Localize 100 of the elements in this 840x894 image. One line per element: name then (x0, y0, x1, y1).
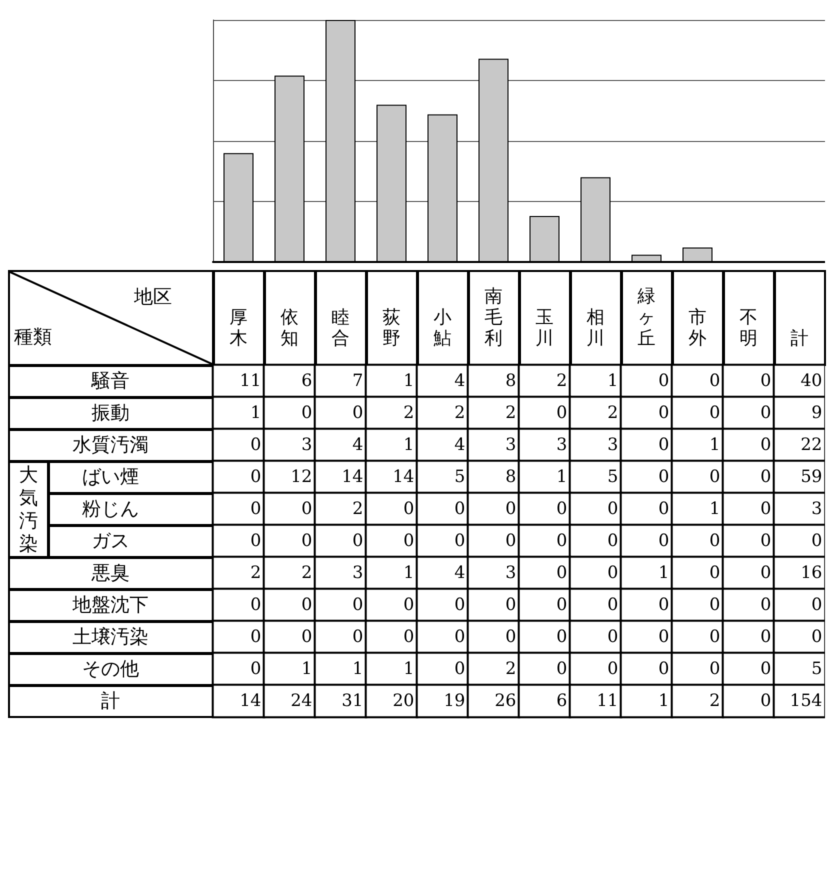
data-label: 2 (709, 691, 720, 711)
x-tick-label: 玉川 (536, 307, 554, 349)
y-tick-label: 土壌汚染 (72, 626, 148, 648)
data-label: 3 (811, 499, 822, 519)
data-label: 0 (658, 435, 670, 455)
data-label: 4 (352, 435, 364, 455)
data-label: 0 (250, 499, 262, 519)
data-label: 0 (658, 595, 670, 615)
data-label: 1 (403, 659, 414, 679)
data-label: 1 (250, 403, 262, 423)
data-label: 1 (556, 467, 568, 487)
data-label: 24 (290, 691, 312, 711)
data-label: 0 (250, 531, 262, 551)
y-tick-label: 計 (101, 690, 120, 712)
data-label: 12 (290, 467, 312, 487)
y-tick-label: ガス (92, 530, 130, 552)
data-label: 0 (760, 563, 772, 583)
data-label: 0 (505, 531, 516, 551)
data-label: 0 (607, 563, 618, 583)
data-label: 2 (403, 403, 414, 423)
data-label: 1 (709, 435, 720, 455)
data-label: 0 (709, 467, 720, 487)
data-label: 0 (658, 371, 670, 391)
data-label: 3 (607, 435, 618, 455)
data-label: 26 (494, 691, 516, 711)
data-label: 59 (800, 467, 822, 487)
data-label: 0 (760, 435, 772, 455)
data-label: 3 (505, 563, 516, 583)
data-label: 1 (607, 371, 618, 391)
data-label: 0 (454, 595, 466, 615)
data-label: 0 (301, 531, 312, 551)
data-label: 40 (800, 371, 822, 391)
x-tick-label: 依知 (280, 307, 298, 349)
data-label: 0 (556, 531, 568, 551)
data-label: 1 (403, 563, 414, 583)
data-label: 9 (811, 403, 822, 423)
x-tick-label: 緑ヶ丘 (636, 286, 656, 349)
data-label: 16 (800, 563, 822, 583)
data-label: 0 (250, 595, 262, 615)
data-label: 0 (250, 467, 262, 487)
data-label: 5 (607, 467, 618, 487)
data-label: 3 (505, 435, 516, 455)
data-label: 0 (709, 371, 720, 391)
data-label: 1 (403, 371, 414, 391)
data-label: 0 (760, 499, 772, 519)
data-label: 0 (607, 499, 618, 519)
data-label: 0 (607, 659, 618, 679)
data-label: 0 (709, 659, 720, 679)
x-tick-label: 睦合 (332, 307, 350, 349)
data-label: 22 (800, 435, 822, 455)
data-label: 2 (352, 499, 364, 519)
data-label: 0 (658, 499, 670, 519)
data-label: 0 (760, 467, 772, 487)
data-label: 0 (403, 627, 414, 647)
x-tick-label: 荻野 (382, 307, 400, 349)
data-label: 0 (658, 403, 670, 423)
data-label: 14 (342, 467, 364, 487)
data-label: 0 (454, 659, 466, 679)
data-label: 1 (301, 659, 312, 679)
data-label: 0 (352, 627, 364, 647)
data-label: 0 (352, 403, 364, 423)
text: 大気汚染 (19, 464, 38, 556)
data-label: 20 (392, 691, 414, 711)
data-label: 0 (709, 531, 720, 551)
data-label: 0 (403, 499, 414, 519)
data-label: 8 (505, 467, 516, 487)
data-label: 0 (556, 627, 568, 647)
data-label: 2 (556, 371, 568, 391)
data-label: 0 (403, 595, 414, 615)
data-label: 0 (658, 627, 670, 647)
data-label: 0 (301, 595, 312, 615)
data-label: 6 (301, 371, 312, 391)
data-label: 0 (709, 403, 720, 423)
data-label: 3 (301, 435, 312, 455)
data-label: 2 (505, 659, 516, 679)
data-label: 5 (811, 659, 822, 679)
y-axis-title: 種類 (14, 325, 52, 350)
data-label: 1 (658, 563, 670, 583)
data-label: 11 (240, 371, 262, 391)
data-label: 0 (301, 499, 312, 519)
data-label: 7 (352, 371, 364, 391)
data-label: 0 (556, 659, 568, 679)
y-tick-label: ばい煙 (82, 466, 139, 488)
data-label: 0 (709, 563, 720, 583)
data-label: 0 (658, 467, 670, 487)
data-label: 11 (596, 691, 618, 711)
data-label: 2 (505, 403, 516, 423)
x-tick-label: 市外 (688, 307, 706, 349)
data-label: 0 (301, 403, 312, 423)
data-label: 0 (760, 627, 772, 647)
data-label: 0 (556, 563, 568, 583)
data-label: 0 (709, 595, 720, 615)
data-label: 0 (505, 627, 516, 647)
data-label: 2 (607, 403, 618, 423)
data-label: 4 (454, 435, 466, 455)
data-label: 1 (403, 435, 414, 455)
data-label: 14 (240, 691, 262, 711)
data-label: 31 (342, 691, 364, 711)
data-label: 0 (811, 595, 822, 615)
y-tick-label: 水質汚濁 (72, 434, 148, 456)
